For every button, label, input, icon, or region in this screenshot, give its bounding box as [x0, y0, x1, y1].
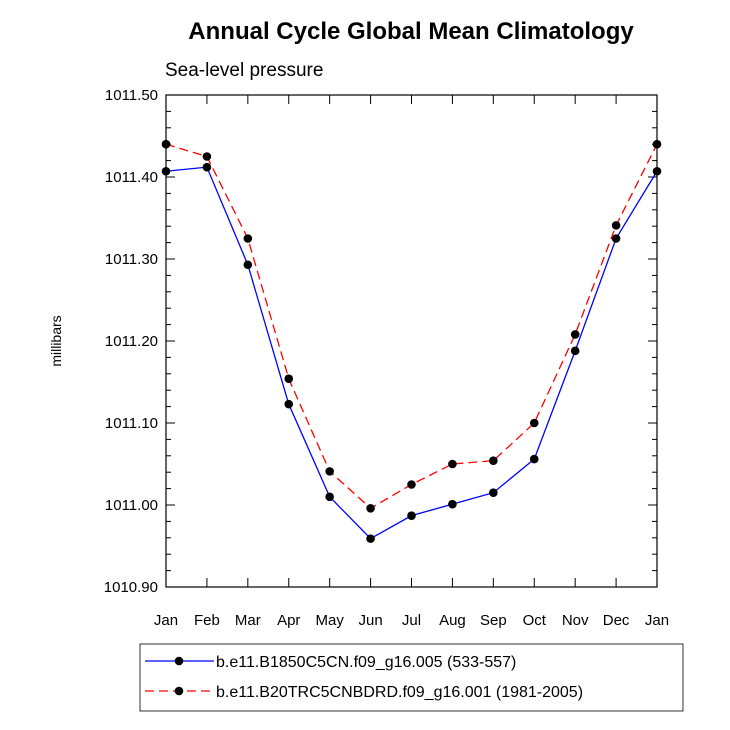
- x-tick-label: Feb: [194, 612, 220, 629]
- chart-subtitle: Sea-level pressure: [165, 60, 323, 81]
- series-1-point: [611, 234, 621, 243]
- x-tick-label: Jan: [154, 612, 178, 629]
- legend-label-2: b.e11.B20TRC5CNBDRD.f09_g16.001 (1981-20…: [216, 684, 583, 701]
- x-tick-label: Apr: [277, 612, 300, 629]
- series-1-point: [161, 166, 171, 176]
- y-tick-label: 1011.50: [105, 87, 158, 104]
- x-tick-label: Nov: [562, 612, 589, 629]
- y-tick-label: 1011.10: [105, 415, 158, 432]
- series-2-point: [325, 467, 334, 476]
- series-2-point: [161, 139, 171, 149]
- legend-marker-2: [174, 686, 184, 696]
- series-1-point: [243, 260, 253, 270]
- plot-area: 1010.90 1011.00 1011.10 1011.20 1011.30 1011.…: [104, 87, 669, 629]
- x-tick-label: Aug: [439, 612, 466, 629]
- series-2-point: [284, 374, 294, 384]
- legend: b.e11.B1850C5CN.f09_g16.005 (533-557) b.e…: [139, 643, 684, 712]
- series-1-point: [366, 534, 375, 543]
- y-tick-label: 1011.30: [105, 251, 158, 268]
- series-2-point: [652, 139, 662, 149]
- series-line-2: [165, 143, 658, 510]
- y-tick-label: 1011.20: [105, 333, 158, 350]
- series-2-point: [529, 418, 539, 428]
- series-1-point: [489, 488, 498, 498]
- series-2-point: [243, 234, 253, 243]
- x-tick-label: Mar: [235, 612, 261, 629]
- series-2-point: [407, 480, 416, 489]
- legend-label-1: b.e11.B1850C5CN.f09_g16.005 (533-557): [216, 654, 516, 671]
- legend-box: [139, 643, 684, 712]
- series-2-point: [366, 503, 375, 513]
- y-tick-label: 1011.40: [105, 169, 158, 186]
- series-1-point: [202, 162, 212, 172]
- y-tick-label: 1011.00: [105, 497, 158, 514]
- x-tick-label: Jun: [358, 612, 382, 629]
- series-2-point: [489, 456, 498, 466]
- series-1-point: [284, 399, 294, 409]
- series-1-point: [570, 346, 580, 356]
- series-1-point: [325, 492, 334, 502]
- x-tick-label: Oct: [523, 612, 547, 629]
- series-1-point: [652, 166, 662, 176]
- series-2-point: [611, 221, 621, 230]
- series-2-point: [448, 459, 457, 469]
- series-1-point: [407, 511, 416, 520]
- y-axis-label: millibars: [48, 315, 64, 366]
- series-1-point: [448, 499, 457, 509]
- x-tick-label: Jul: [402, 612, 421, 629]
- series-2-point: [202, 152, 212, 161]
- chart-title: Annual Cycle Global Mean Climatology: [188, 18, 634, 45]
- x-tick-label: Dec: [603, 612, 630, 629]
- x-tick-label: May: [315, 612, 344, 629]
- x-tick-label: Jan: [645, 612, 669, 629]
- y-tick-label: 1010.90: [104, 579, 158, 596]
- legend-marker-1: [174, 656, 184, 666]
- x-tick-label: Sep: [480, 612, 507, 629]
- series-2-point: [570, 330, 580, 339]
- series-1-point: [529, 454, 539, 464]
